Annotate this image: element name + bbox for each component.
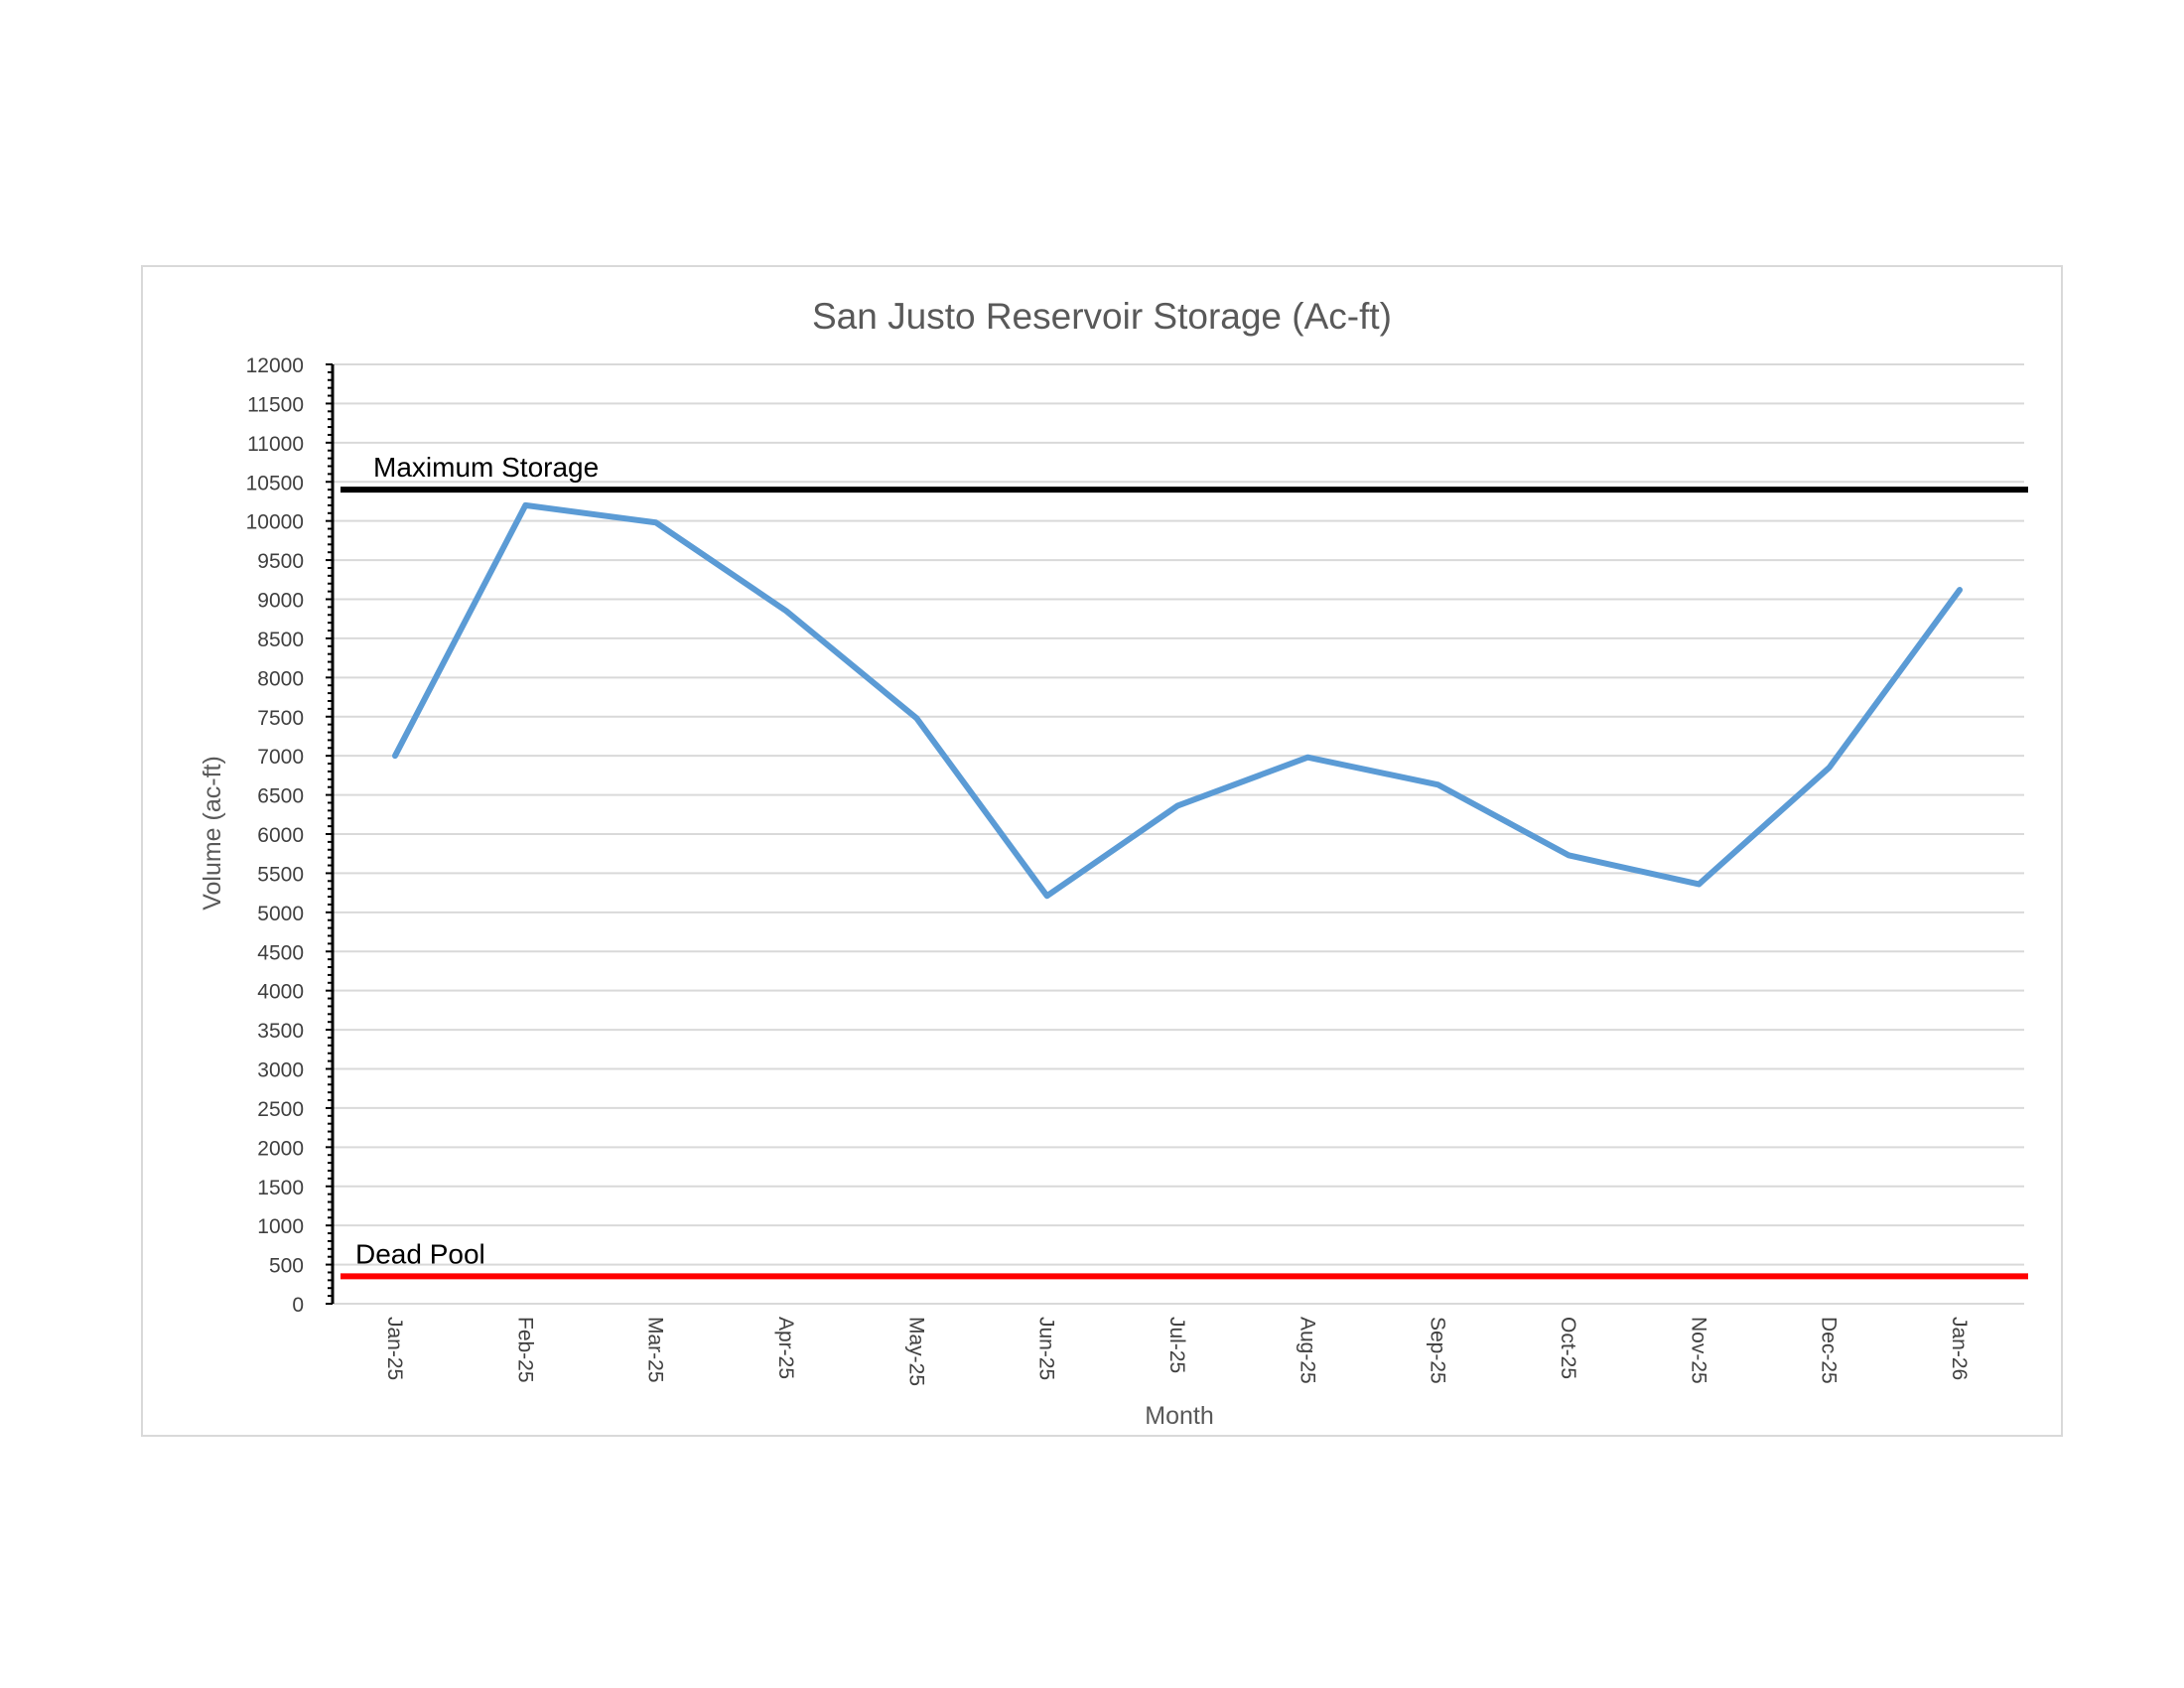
y-tick-label: 3500 [257, 1020, 304, 1043]
x-tick-label: Jan-26 [1948, 1317, 1971, 1380]
y-tick-label: 11000 [247, 433, 304, 456]
gridlines [333, 363, 2024, 1305]
data-point [784, 609, 788, 614]
y-tick-label: 0 [292, 1294, 304, 1317]
data-point [1958, 588, 1962, 593]
data-point [1697, 882, 1702, 887]
y-tick-label: 2000 [257, 1137, 304, 1160]
y-tick-label: 6000 [257, 824, 304, 847]
x-axis-title: Month [1145, 1402, 1213, 1430]
data-point [1044, 894, 1049, 899]
y-tick-label: 3000 [257, 1059, 304, 1082]
y-tick-label: 10000 [246, 511, 304, 534]
series [392, 501, 1963, 900]
y-tick-label: 12000 [246, 354, 304, 377]
x-tick-label: Jan-25 [383, 1317, 406, 1380]
x-tick-label: Jun-25 [1035, 1317, 1058, 1380]
data-point [914, 716, 919, 721]
y-tick-label: 10500 [246, 472, 304, 494]
y-tick-label: 7000 [257, 746, 304, 769]
data-point [523, 502, 528, 507]
y-tick-label: 4000 [257, 981, 304, 1004]
x-tick-label: Apr-25 [774, 1317, 797, 1379]
data-point [1435, 782, 1440, 787]
data-point [1827, 765, 1832, 770]
reference-label: Dead Pool [355, 1238, 485, 1269]
y-tick-label: 7500 [257, 707, 304, 730]
x-tick-label: May-25 [904, 1317, 927, 1386]
data-point [1175, 803, 1179, 808]
y-tick-label: 9000 [257, 590, 304, 613]
y-tick-label: 4500 [257, 941, 304, 964]
y-axis [326, 363, 335, 1305]
y-tick-label: 5000 [257, 903, 304, 925]
y-tick-label: 9500 [257, 550, 304, 573]
data-point [1305, 755, 1310, 760]
y-axis-title: Volume (ac-ft) [199, 756, 226, 911]
chart-frame: San Justo Reservoir Storage (Ac-ft) Maxi… [141, 265, 2063, 1437]
x-tick-label: Jul-25 [1165, 1317, 1188, 1373]
reference-label: Maximum Storage [373, 452, 599, 483]
y-tick-label: 500 [269, 1255, 304, 1278]
x-tick-label: Sep-25 [1427, 1317, 1449, 1384]
chart-title: San Justo Reservoir Storage (Ac-ft) [812, 296, 1392, 337]
x-tick-label: Oct-25 [1557, 1317, 1579, 1379]
y-tick-label: 8000 [257, 667, 304, 690]
x-tick-label: Feb-25 [513, 1317, 536, 1383]
y-tick-label: 2500 [257, 1098, 304, 1121]
y-tick-label: 1500 [257, 1177, 304, 1199]
x-tick-labels: Jan-25 Feb-25 Mar-25 Apr-25 May-25 Jun-25 Jul-… [383, 1317, 1971, 1386]
reference-lines: Maximum Storage Dead Pool [341, 452, 2028, 1280]
y-tick-label: 5500 [257, 863, 304, 886]
series-line [392, 501, 1963, 900]
y-tick-label: 11500 [247, 393, 304, 416]
y-tick-labels: 0 500 1000 1500 2000 2500 3000 3500 4000 4500 5000… [246, 354, 304, 1317]
x-tick-label: Nov-25 [1687, 1317, 1709, 1384]
data-point [653, 520, 658, 525]
y-tick-label: 1000 [257, 1215, 304, 1238]
line-chart: San Justo Reservoir Storage (Ac-ft) Maxi… [199, 296, 2028, 1430]
x-tick-label: Dec-25 [1818, 1317, 1841, 1384]
x-tick-label: Aug-25 [1296, 1317, 1318, 1384]
data-point [393, 754, 397, 759]
y-tick-label: 6500 [257, 785, 304, 808]
data-point [1567, 853, 1570, 858]
y-tick-label: 8500 [257, 629, 304, 651]
x-tick-label: Mar-25 [644, 1317, 667, 1383]
